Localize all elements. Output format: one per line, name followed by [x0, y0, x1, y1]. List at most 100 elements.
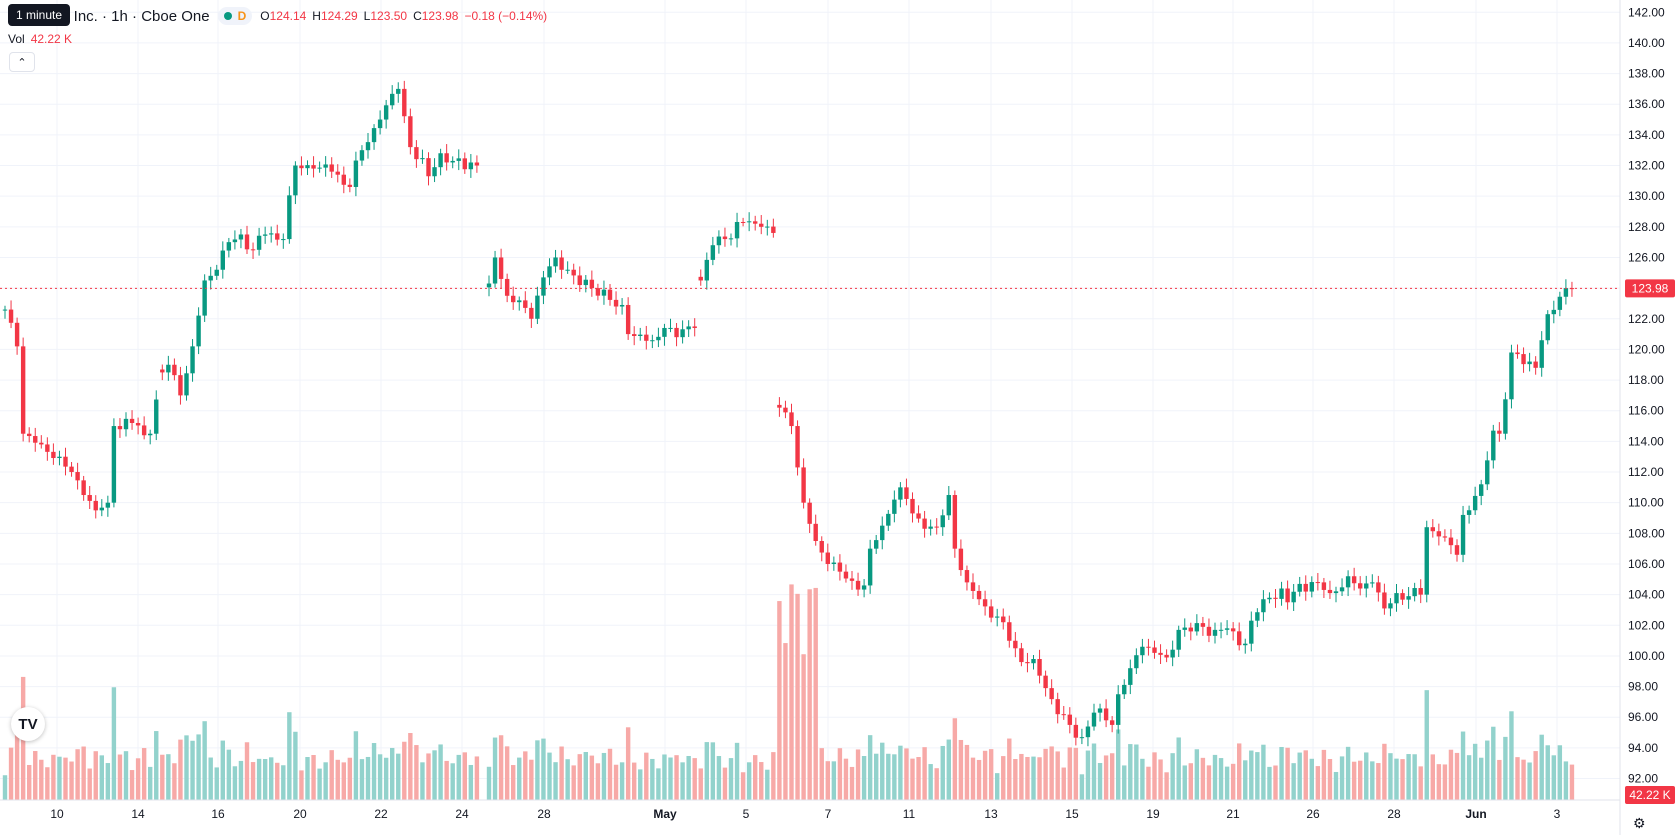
- candle-body: [874, 540, 879, 549]
- volume-bar: [1351, 761, 1357, 800]
- volume-bar: [1140, 758, 1145, 800]
- candle-body: [1418, 588, 1423, 595]
- candle-body: [886, 513, 891, 526]
- volume-bar: [740, 772, 746, 800]
- volume-bar: [1479, 757, 1484, 800]
- y-tick-label: 120.00: [1628, 342, 1665, 356]
- volume-bar: [1569, 764, 1575, 800]
- candle-body: [1376, 582, 1381, 593]
- candle-body: [287, 195, 292, 240]
- candle-body: [577, 275, 582, 286]
- y-tick-label: 128.00: [1628, 220, 1665, 234]
- volume-bar: [541, 738, 546, 800]
- chevron-up-icon[interactable]: ⌃: [9, 52, 35, 72]
- volume-bar: [1212, 754, 1218, 800]
- candle-body: [831, 562, 837, 564]
- candle-body: [450, 160, 455, 163]
- candle-body: [1442, 536, 1448, 538]
- volume-bar: [69, 761, 74, 800]
- volume-bar: [371, 743, 377, 800]
- x-tick-label: 21: [1226, 807, 1240, 821]
- market-status-dot-icon: [223, 12, 232, 20]
- volume-bar: [1037, 757, 1042, 800]
- volume-bar: [504, 746, 510, 800]
- time-axis[interactable]: 10 14 16 20 22 24 28 May 5 7 11 13 15 19 21 26 28 Jun 3: [0, 799, 1620, 821]
- volume-bar: [1370, 761, 1375, 800]
- status-badges[interactable]: D: [217, 7, 253, 25]
- candle-body: [728, 238, 734, 240]
- gear-icon[interactable]: ⚙: [1633, 815, 1646, 831]
- candle-body: [1243, 643, 1248, 646]
- candle-body: [1212, 629, 1218, 636]
- volume-bar: [238, 760, 244, 800]
- candle-body: [232, 239, 238, 243]
- y-tick-label: 134.00: [1628, 128, 1665, 142]
- candle-body: [765, 226, 770, 228]
- candle-body: [1122, 684, 1127, 695]
- volume-bar: [656, 768, 661, 800]
- candle-body: [1134, 655, 1139, 669]
- volume-bar: [589, 755, 595, 800]
- symbol-title[interactable]: y Inc. · 1h · Cboe One: [62, 7, 210, 25]
- volume-bar: [1521, 759, 1526, 800]
- volume-bar: [1128, 744, 1133, 800]
- candle-body: [414, 147, 419, 160]
- volume-bar: [892, 754, 897, 800]
- volume-bar: [281, 765, 286, 800]
- candle-body: [783, 407, 788, 413]
- volume-bar: [1085, 750, 1091, 800]
- candle-body: [710, 245, 716, 260]
- volume-bar: [1376, 763, 1381, 800]
- candle-body: [1315, 582, 1321, 584]
- volume-bar: [269, 757, 274, 800]
- candle-body: [1388, 603, 1393, 609]
- volume-bar: [970, 757, 976, 800]
- candle-body: [492, 257, 498, 284]
- candle-body: [529, 307, 534, 319]
- volume-bar: [607, 748, 613, 800]
- tradingview-logo-icon[interactable]: TV: [11, 707, 45, 741]
- candle-body: [1182, 627, 1187, 630]
- high-value: H124.29: [312, 9, 357, 23]
- volume-bar: [45, 767, 50, 800]
- volume-bar: [577, 754, 582, 800]
- candle-body: [825, 552, 830, 564]
- volume-bar: [644, 752, 649, 800]
- volume-value: 42.22 K: [30, 32, 73, 46]
- volume-bar: [1109, 753, 1115, 800]
- volume-bar: [1436, 764, 1442, 800]
- candle-body: [8, 309, 14, 323]
- candle-body: [595, 288, 601, 296]
- volume-bar: [638, 769, 643, 800]
- price-axis[interactable]: 142.00 140.00 138.00 136.00 134.00 132.00 130.…: [1619, 0, 1665, 835]
- high-number: 124.29: [320, 9, 358, 23]
- candle-body: [837, 562, 843, 572]
- candle-body: [547, 266, 552, 278]
- volume-bar: [1297, 752, 1302, 800]
- volume-bar: [825, 761, 830, 800]
- x-tick-label: 26: [1306, 807, 1320, 821]
- volume-bar: [1134, 744, 1139, 800]
- candle-body: [202, 280, 207, 316]
- volume-bar: [390, 747, 395, 800]
- candle-body: [1358, 583, 1363, 589]
- volume-bar: [1067, 747, 1072, 800]
- x-tick-label: May: [653, 807, 677, 821]
- volume-bar: [583, 751, 588, 800]
- volume-bar: [148, 766, 153, 800]
- candle-body: [341, 174, 346, 185]
- volume-bar: [686, 755, 691, 800]
- volume-bar: [1303, 750, 1308, 800]
- volume-bar: [196, 734, 201, 800]
- candle-body: [1466, 510, 1472, 515]
- volume-bar: [976, 759, 982, 800]
- volume-bar: [1019, 753, 1024, 800]
- y-tick-label: 94.00: [1628, 741, 1658, 755]
- volume-bar: [456, 754, 461, 800]
- candle-body: [329, 164, 334, 172]
- candle-body: [1206, 626, 1212, 636]
- candle-body: [377, 119, 383, 129]
- candle-body: [1533, 361, 1538, 368]
- volume-bar: [1116, 729, 1121, 800]
